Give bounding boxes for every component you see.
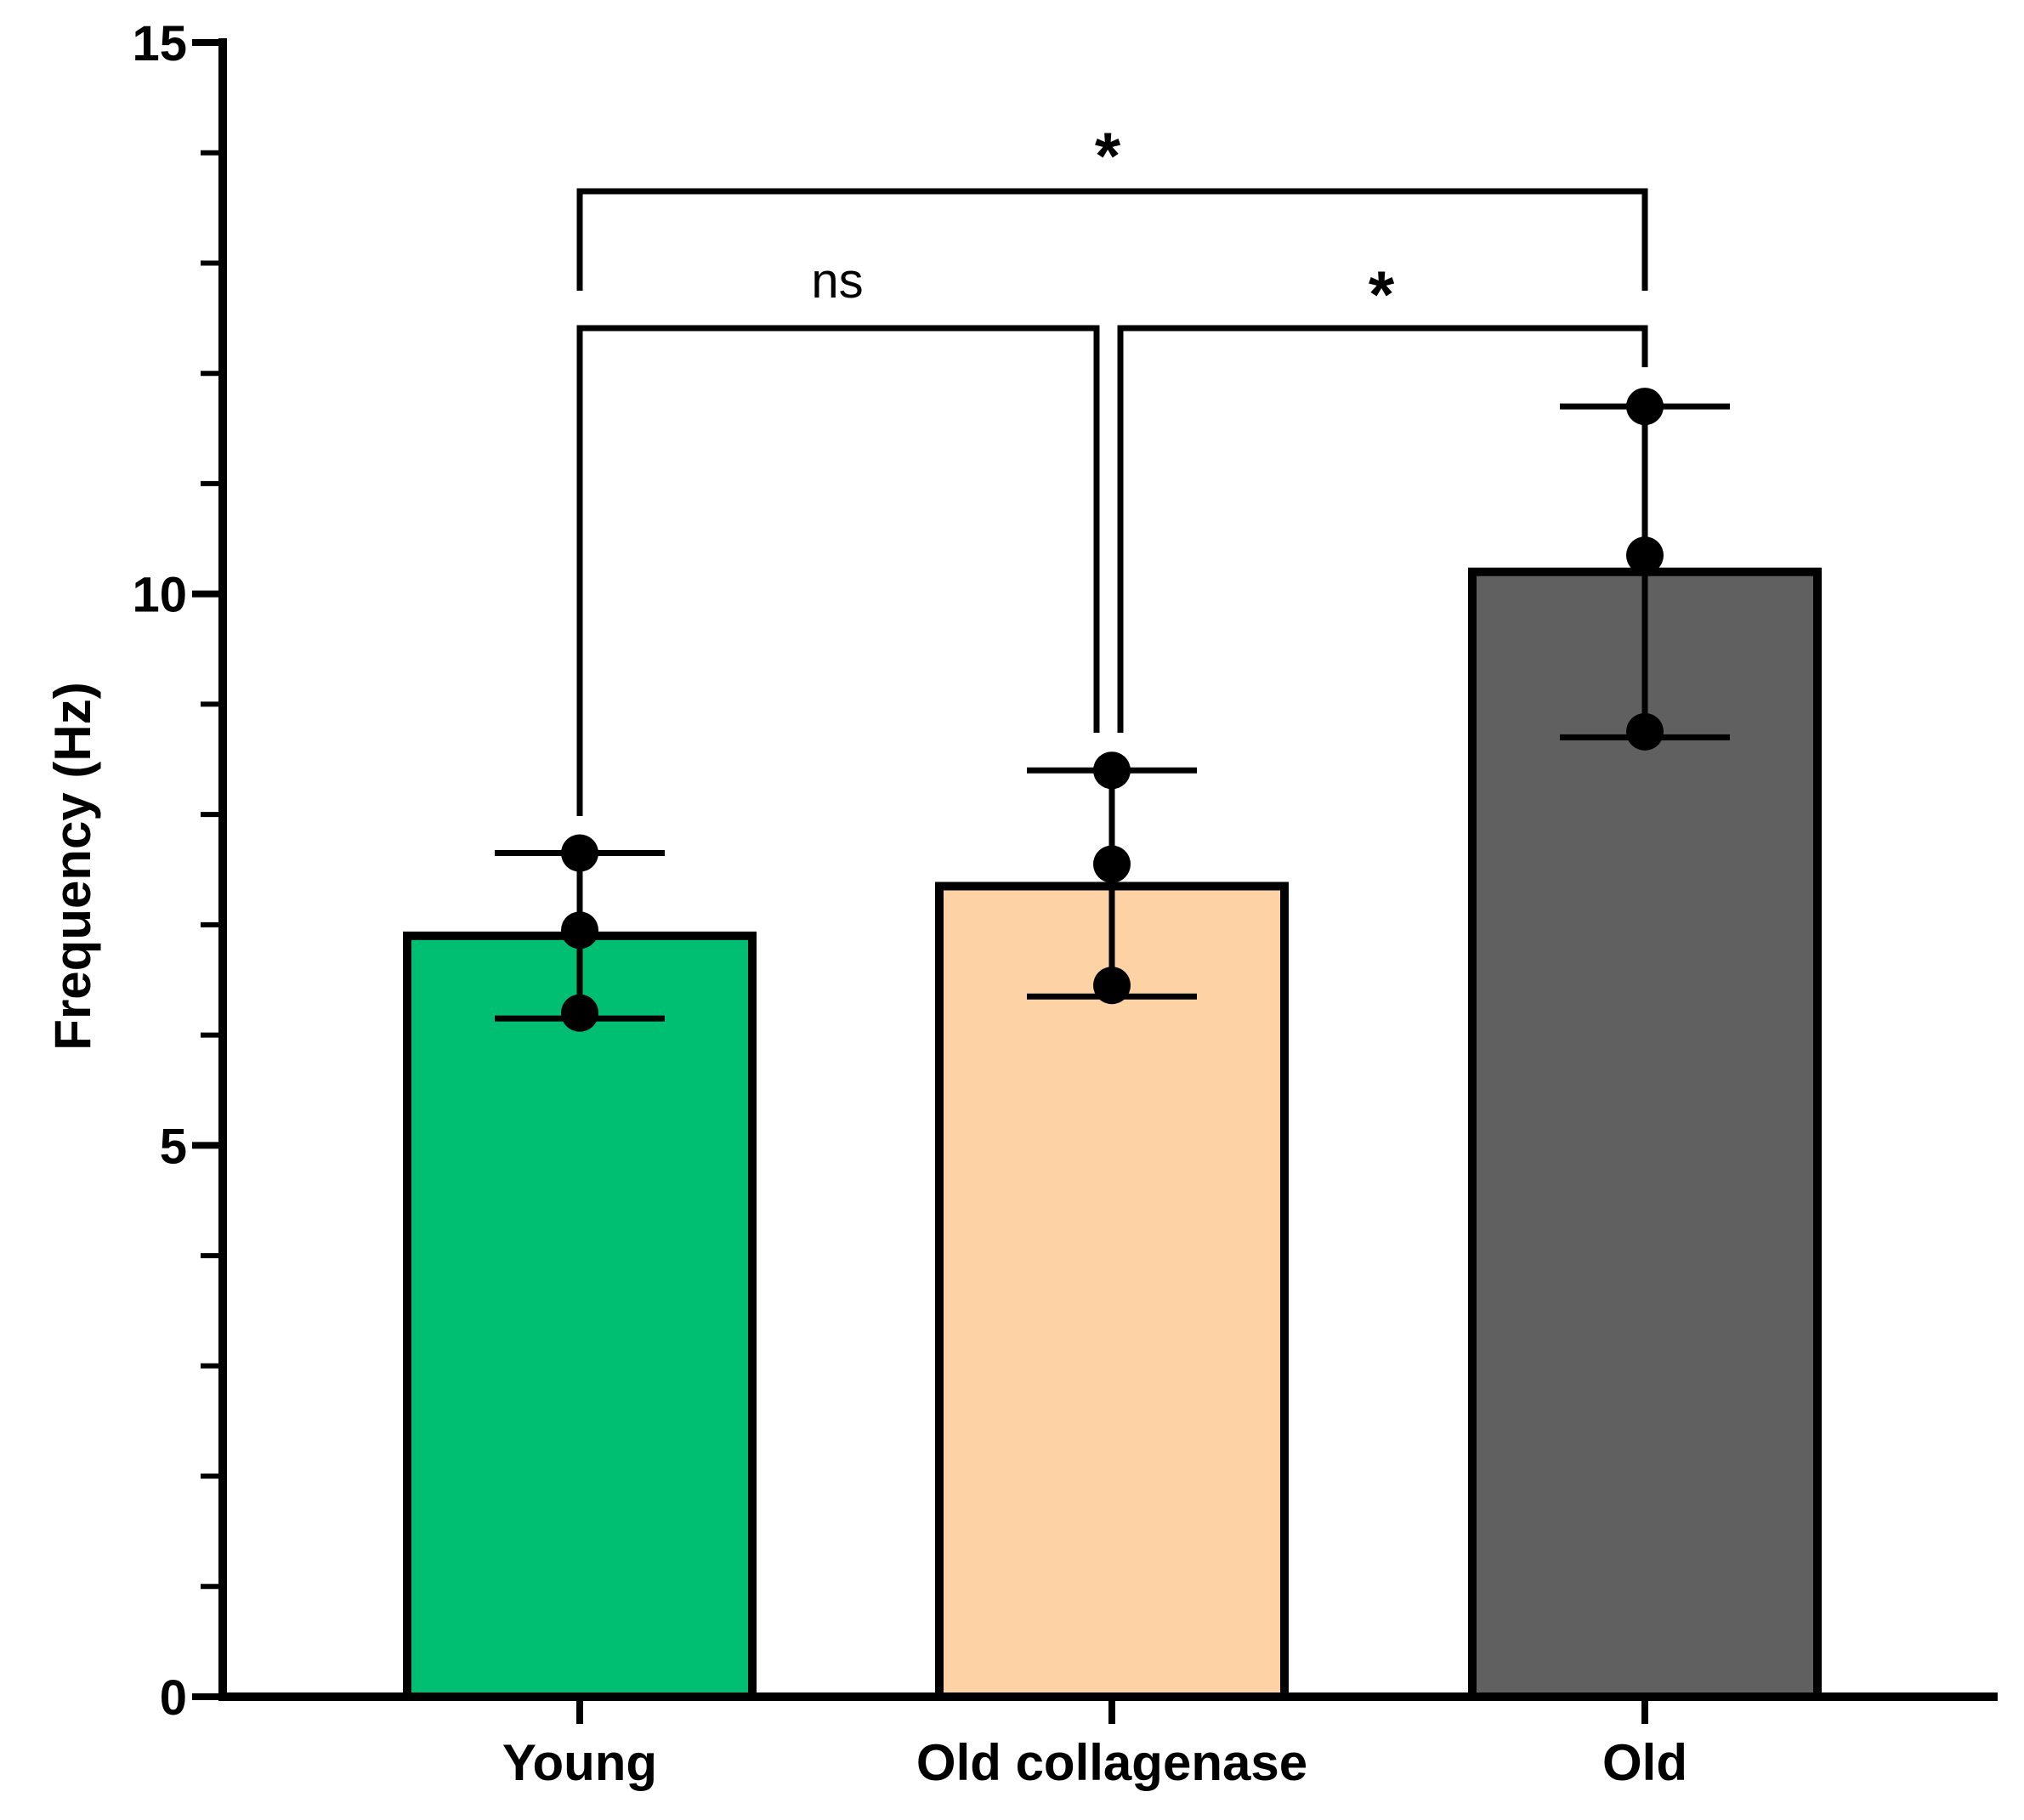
significance-layer: ns * * [576, 118, 1648, 816]
data-points-layer [561, 388, 1664, 1032]
bar-old [1468, 567, 1822, 1701]
data-point [561, 994, 598, 1032]
y-tick-label: 15 [132, 16, 187, 71]
bar-young [403, 931, 757, 1701]
labels-layer: 0 5 10 15 Young Old collagenase Old [132, 16, 1687, 1791]
significance-bracket [1117, 325, 1648, 733]
significance-label: * [1369, 257, 1395, 332]
bar-old-collagenase [935, 882, 1289, 1701]
data-point [1626, 388, 1664, 426]
x-category-label: Young [502, 1734, 657, 1791]
significance-label: ns [811, 253, 863, 309]
significance-label: * [1095, 118, 1121, 193]
y-tick-label: 0 [160, 1670, 187, 1726]
axes-layer [192, 38, 1998, 1724]
data-point [561, 911, 598, 950]
data-point [1626, 712, 1664, 751]
data-point [1093, 751, 1131, 790]
data-point [1093, 967, 1131, 1005]
x-category-label: Old [1602, 1734, 1687, 1791]
data-point [561, 834, 598, 872]
y-tick-label: 10 [132, 568, 187, 623]
significance-bracket [576, 325, 1100, 816]
bars-layer [403, 567, 1822, 1701]
data-point [1093, 845, 1131, 883]
significance-bracket [576, 188, 1648, 291]
y-tick-label: 5 [160, 1119, 187, 1174]
data-point [1626, 536, 1664, 575]
x-category-label: Old collagenase [916, 1734, 1307, 1791]
y-axis-title: Frequency (Hz) [44, 682, 101, 1050]
